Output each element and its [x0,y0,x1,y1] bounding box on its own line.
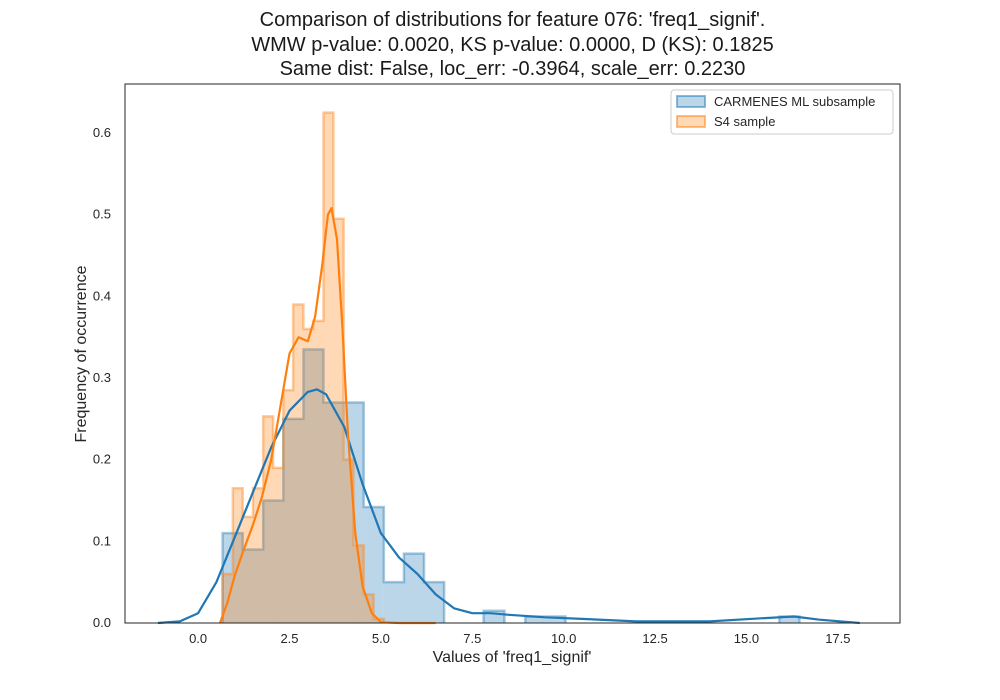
histogram-bar [363,507,384,623]
histogram-bar [313,320,324,623]
x-tick-label: 17.5 [825,631,850,646]
histogram-bar [424,582,445,623]
histogram-bar [363,594,374,623]
histogram-bar [403,553,425,623]
histogram-0 [221,348,801,623]
histogram-bar [303,329,314,623]
chart-title-line-2: WMW p-value: 0.0020, KS p-value: 0.0000,… [251,34,774,56]
chart-title-line-3: Same dist: False, loc_err: -0.3964, scal… [279,58,746,80]
legend-box [670,89,894,135]
kde-line-1 [218,207,436,625]
legend-label-s4: S4 sample [714,114,775,129]
histogram-bar [293,304,304,623]
histogram-bar [333,218,344,623]
histogram-bar [383,582,404,623]
x-axis: 0.0 2.5 5.0 7.5 10.0 12.5 15.0 17.5 [189,631,850,646]
legend-swatch-carmenes [676,95,706,108]
x-tick-label: 10.0 [551,631,576,646]
y-tick-label: 0.0 [93,615,111,630]
histogram-bar [242,516,253,623]
y-tick-label: 0.1 [93,533,111,548]
y-tick-label: 0.5 [93,207,111,222]
histogram-bar [323,402,344,623]
x-tick-label: 2.5 [280,631,298,646]
legend-label-carmenes: CARMENES ML subsample [714,94,875,109]
x-tick-label: 15.0 [734,631,759,646]
y-tick-label: 0.6 [93,125,111,140]
histogram-bar [232,488,243,623]
histogram-bar [263,500,284,623]
chart-title-line-1: Comparison of distributions for feature … [259,9,766,31]
histogram-bar [252,488,264,623]
histogram-bar [545,616,566,623]
x-tick-label: 7.5 [463,631,481,646]
x-tick-label: 12.5 [642,631,667,646]
y-tick-label: 0.2 [93,452,111,467]
histogram-outline [221,111,386,623]
histogram-bar [525,616,546,623]
histogram-bar [303,349,324,623]
histogram-bar [343,459,354,623]
x-tick-label: 5.0 [372,631,390,646]
histogram-bar [273,467,284,623]
histogram-outline [221,348,801,623]
histogram-bar [283,390,294,623]
histogram-bar [263,416,274,623]
legend: CARMENES ML subsample S4 sample [670,89,894,135]
plot-area [157,111,860,625]
histogram-bar [242,549,264,623]
kde-line-0 [157,388,860,625]
histogram-1 [221,111,386,623]
y-axis-label: Frequency of occurrence [73,265,90,442]
y-tick-label: 0.4 [93,288,111,303]
histogram-bar [323,112,334,623]
y-axis: 0.0 0.1 0.2 0.3 0.4 0.5 0.6 [93,125,111,630]
plot-frame [124,83,901,624]
y-tick-label: 0.3 [93,370,111,385]
x-axis-label: Values of 'freq1_signif' [433,649,592,666]
x-tick-label: 0.0 [189,631,207,646]
histogram-bar [283,418,304,623]
legend-swatch-s4 [676,115,706,128]
histogram-bar [353,545,364,623]
histogram-bar [779,616,800,623]
